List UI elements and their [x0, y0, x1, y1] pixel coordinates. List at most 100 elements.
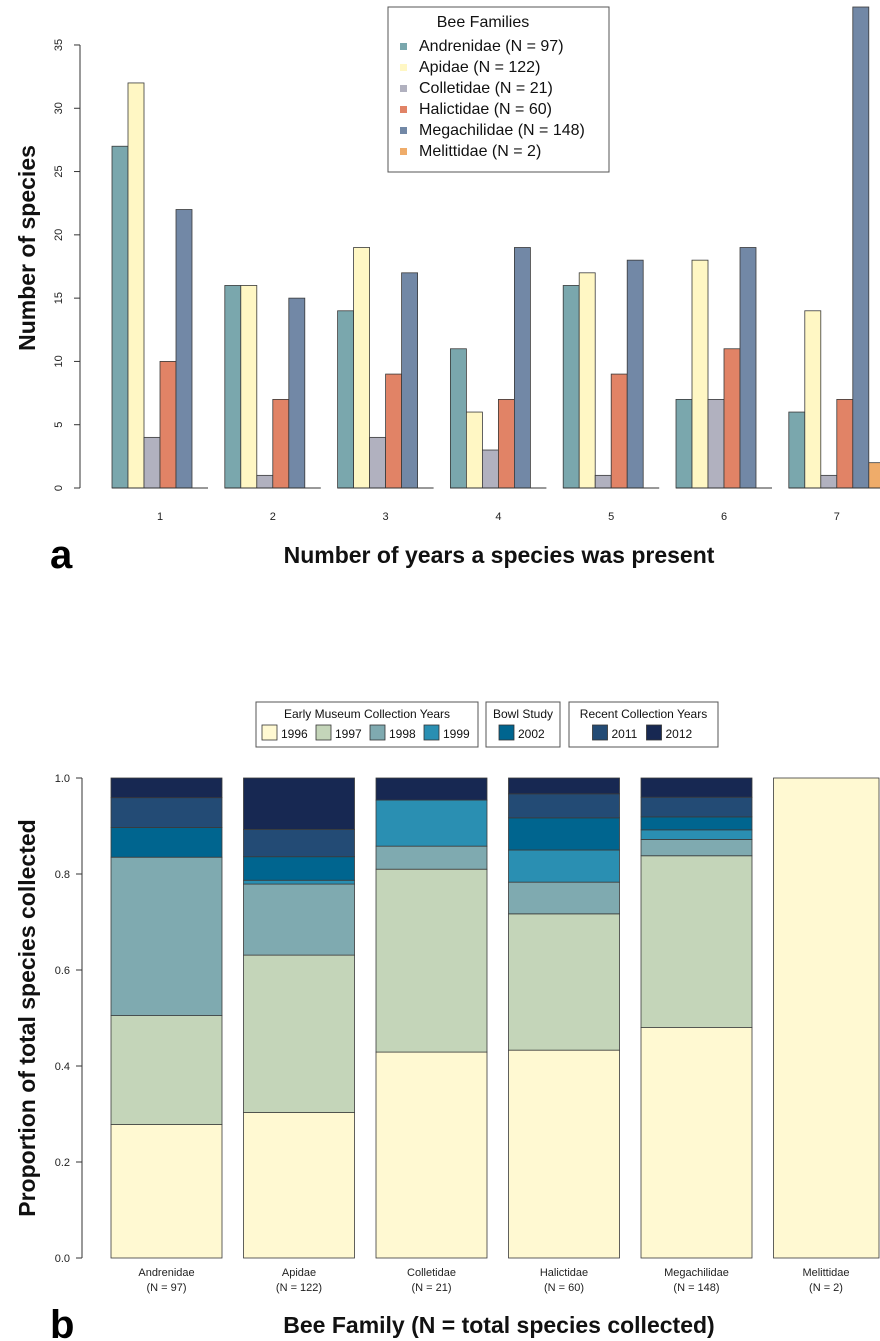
- bar-melittidae-year-7: [868, 462, 880, 489]
- legend-swatch-1996: [261, 724, 278, 741]
- x-tick-count-colletidae: (N = 21): [411, 1282, 451, 1294]
- panel-b-y-tick-label: 0.2: [55, 1157, 70, 1169]
- bar-colletidae-year-4: [481, 449, 499, 489]
- x-tick-melittidae: Melittidae: [802, 1267, 849, 1279]
- x-tick-count-megachilidae: (N = 148): [673, 1282, 719, 1294]
- segment-halictidae-1999: [508, 849, 620, 883]
- panel-a-x-tick-label: 1: [157, 511, 163, 523]
- legend-label-megachilidae: Megachilidae (N = 148): [419, 122, 585, 139]
- legend-label-1996: 1996: [281, 727, 308, 741]
- bar-andrenidae-year-4: [449, 348, 467, 489]
- x-tick-halictidae: Halictidae: [540, 1267, 588, 1279]
- bar-colletidae-year-2: [256, 474, 274, 489]
- legend-swatch-melittidae: [400, 148, 407, 155]
- legend-swatch-2002: [498, 724, 515, 741]
- legend-swatch-2012: [646, 724, 662, 741]
- x-tick-count-halictidae: (N = 60): [544, 1282, 584, 1294]
- segment-apidae-1998: [243, 883, 355, 956]
- segment-andrenidae-2011: [110, 797, 223, 828]
- legend-group-box: [255, 701, 479, 748]
- bar-halictidae-year-1: [159, 361, 177, 489]
- segment-apidae-2002: [243, 856, 355, 881]
- panel-a-xlabel: Number of years a species was present: [284, 542, 715, 568]
- panel-b-letter: b: [50, 1303, 74, 1341]
- legend-swatch-apidae: [400, 64, 407, 71]
- legend-group-early-museum-collection-years: Early Museum Collection Years 1996 1997 199…: [255, 701, 479, 748]
- bar-andrenidae-year-2: [224, 285, 242, 489]
- panel-a-y-tick-label: 0: [53, 485, 65, 491]
- segment-megachilidae-1999: [640, 829, 753, 840]
- segment-megachilidae-2002: [640, 816, 753, 831]
- segment-andrenidae-2012: [110, 777, 223, 799]
- segment-halictidae-1998: [508, 881, 620, 915]
- legend-label-apidae: Apidae (N = 122): [419, 59, 540, 76]
- segment-colletidae-1997: [375, 868, 488, 1053]
- segment-halictidae-2012: [508, 777, 620, 795]
- bar-andrenidae-year-3: [337, 310, 355, 489]
- bar-apidae-year-4: [465, 411, 483, 489]
- segment-colletidae-1998: [375, 845, 488, 870]
- panel-a: Number of species 0 5 10 15 20 25 30 35 1 2 3 4 5 6 7…: [14, 6, 880, 577]
- bar-megachilidae-year-3: [401, 272, 419, 489]
- legend-label-andrenidae: Andrenidae (N = 97): [419, 38, 564, 55]
- bar-megachilidae-year-5: [626, 259, 644, 489]
- legend-label-1998: 1998: [389, 727, 416, 741]
- legend-swatch-colletidae: [400, 85, 407, 92]
- segment-megachilidae-1998: [640, 839, 753, 857]
- segment-megachilidae-2011: [640, 796, 753, 818]
- segment-melittidae-1996: [773, 777, 880, 1259]
- segment-megachilidae-2012: [640, 777, 753, 798]
- panel-a-legend: Bee Families Andrenidae (N = 97) Apidae (…: [387, 6, 610, 173]
- legend-swatch-1998: [369, 724, 386, 741]
- legend-group-title: Recent Collection Years: [580, 707, 707, 721]
- panel-a-y-tick-label: 15: [53, 292, 65, 304]
- x-tick-andrenidae: Andrenidae: [138, 1267, 194, 1279]
- bar-halictidae-year-6: [723, 348, 741, 489]
- panel-a-x-tick-label: 5: [608, 511, 614, 523]
- segment-megachilidae-1996: [640, 1027, 753, 1259]
- bar-halictidae-year-5: [610, 373, 628, 489]
- panel-a-legend-title: Bee Families: [437, 14, 529, 31]
- panel-b-xlabel: Bee Family (N = total species collected): [283, 1312, 714, 1338]
- legend-label-1999: 1999: [443, 727, 470, 741]
- x-tick-colletidae: Colletidae: [407, 1267, 456, 1279]
- bar-megachilidae-year-7: [852, 6, 870, 489]
- bar-andrenidae-year-1: [111, 145, 129, 489]
- legend-label-1997: 1997: [335, 727, 362, 741]
- bar-apidae-year-1: [127, 82, 145, 489]
- segment-colletidae-1996: [375, 1051, 488, 1259]
- panel-b-y-tick-label: 0.4: [55, 1061, 70, 1073]
- bar-apidae-year-3: [353, 247, 371, 489]
- segment-halictidae-1997: [508, 913, 620, 1051]
- bar-megachilidae-year-4: [514, 247, 531, 489]
- bar-colletidae-year-3: [369, 436, 387, 489]
- bar-apidae-year-6: [691, 259, 709, 489]
- panel-a-x-tick-label: 2: [270, 511, 276, 523]
- panel-b-ylabel: Proportion of total species collected: [14, 819, 40, 1216]
- panel-a-x-tick-label: 7: [834, 511, 840, 523]
- panel-a-y-axis: 0 5 10 15 20 25 30 35: [53, 39, 81, 491]
- panel-b-y-tick-label: 0.6: [55, 965, 70, 977]
- bar-megachilidae-year-2: [288, 297, 306, 489]
- bar-colletidae-year-6: [707, 398, 725, 489]
- legend-label-halictidae: Halictidae (N = 60): [419, 101, 552, 118]
- bar-apidae-year-5: [578, 272, 596, 489]
- segment-apidae-2012: [243, 777, 355, 830]
- legend-label-2012: 2012: [666, 727, 693, 741]
- segment-apidae-2011: [243, 828, 355, 858]
- legend-swatch-halictidae: [400, 106, 407, 113]
- segment-colletidae-1999: [375, 799, 488, 847]
- segment-megachilidae-1997: [640, 855, 753, 1029]
- legend-label-melittidae: Melittidae (N = 2): [419, 143, 541, 160]
- bar-apidae-year-2: [240, 285, 258, 489]
- panel-a-y-tick-label: 30: [53, 102, 65, 114]
- segment-andrenidae-1998: [110, 856, 223, 1017]
- legend-swatch-2011: [592, 724, 608, 741]
- x-tick-count-melittidae: (N = 2): [809, 1282, 843, 1294]
- bar-halictidae-year-2: [272, 398, 290, 489]
- panel-b: Early Museum Collection Years 1996 1997 199…: [14, 701, 880, 1341]
- segment-andrenidae-1997: [110, 1015, 223, 1125]
- segment-andrenidae-1996: [110, 1124, 223, 1259]
- panel-a-ylabel: Number of species: [14, 145, 40, 351]
